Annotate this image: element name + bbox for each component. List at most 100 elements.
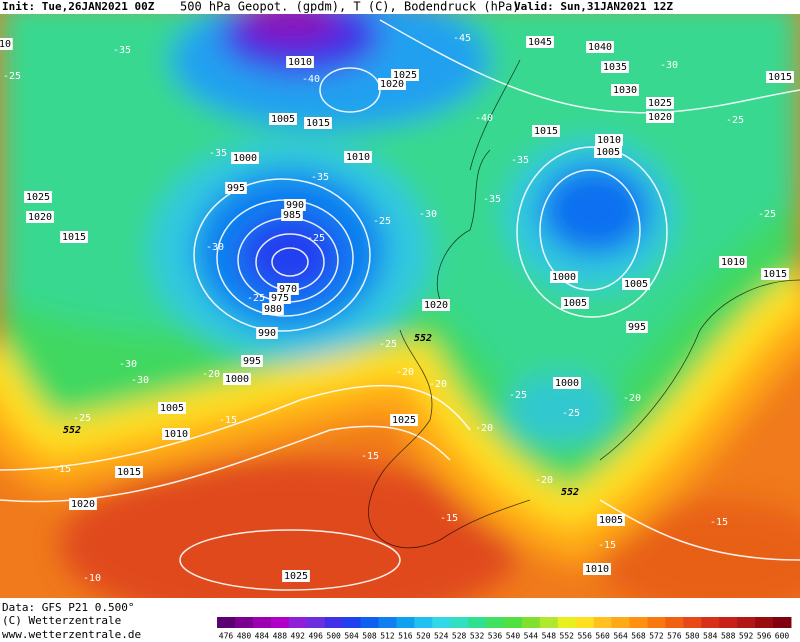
temperature-label: -45	[453, 33, 471, 44]
isobar-label: 1015	[763, 269, 787, 280]
isobar-label-box	[344, 151, 372, 163]
copyright: (C) Wetterzentrale	[2, 614, 121, 627]
isobar-label-box	[532, 125, 560, 137]
isobar-label: 1035	[603, 62, 627, 73]
temperature-label: -35	[113, 45, 131, 56]
isobar-label: 1015	[534, 126, 558, 137]
colorbar-label: 528	[452, 632, 467, 641]
isobar-label-box	[550, 271, 578, 283]
colorbar-swatch	[665, 617, 684, 628]
colorbar-swatch	[306, 617, 326, 628]
colorbar-swatch	[647, 617, 666, 628]
isobar-label-box	[269, 113, 297, 125]
temperature-label: -20	[396, 367, 414, 378]
contour-552-label: 552	[414, 333, 432, 344]
isobar-label-box	[162, 428, 190, 440]
temperature-label: -20	[475, 423, 493, 434]
colorbar-label: 540	[506, 632, 521, 641]
isobar-label: 1020	[424, 300, 448, 311]
colorbar-label: 504	[344, 632, 359, 641]
temperature-label: -35	[209, 148, 227, 159]
isobar-label-box	[223, 373, 251, 385]
colorbar-swatch	[683, 617, 702, 628]
temperature-label: -20	[429, 379, 447, 390]
isobar-label-box	[378, 78, 406, 90]
colorbar-swatch	[575, 617, 595, 628]
isobar-label-box	[422, 299, 450, 311]
temperature-label: -15	[219, 415, 237, 426]
colorbar-label: 508	[362, 632, 377, 641]
isobar-label-box	[24, 191, 52, 203]
temperature-label: -25	[373, 216, 391, 227]
isobar-label-box	[269, 292, 291, 304]
colorbar-label: 552	[560, 632, 575, 641]
isobar-label-box	[60, 231, 88, 243]
colorbar-label: 584	[703, 632, 718, 641]
colorbar-label: 532	[470, 632, 485, 641]
isobar-label-box	[601, 61, 629, 73]
isobar-label-box	[304, 117, 332, 129]
colorbar-label: 576	[667, 632, 682, 641]
colorbar-label: 592	[739, 632, 754, 641]
valid-time: Valid: Sun,31JAN2021 12Z	[514, 0, 673, 13]
temperature-label: -25	[3, 71, 21, 82]
temperature-label: -10	[83, 573, 101, 584]
isobar-label: 990	[258, 328, 276, 339]
isobar-label-box	[626, 321, 648, 333]
colorbar-swatch	[701, 617, 720, 628]
colorbar-label: 524	[434, 632, 449, 641]
isobar-label-box	[225, 182, 247, 194]
colorbar-swatch	[342, 617, 362, 628]
temperature-label: -25	[73, 413, 91, 424]
colorbar-label: 564	[613, 632, 628, 641]
isobar-label-box	[26, 211, 54, 223]
colorbar-label: 516	[398, 632, 413, 641]
isobar-label-box	[553, 377, 581, 389]
isobar-label: 1010	[164, 429, 188, 440]
colorbar-swatch	[234, 617, 254, 628]
colorbar-swatch	[504, 617, 523, 628]
isobar-label: 995	[243, 356, 261, 367]
temperature-label: -30	[206, 242, 224, 253]
isobar-label: 995	[227, 183, 245, 194]
isobar-label-box	[231, 152, 259, 164]
colorbar-swatch	[773, 617, 792, 628]
temperature-label: -15	[53, 464, 71, 475]
isobar-label-box	[611, 84, 639, 96]
temperature-label: -30	[419, 209, 437, 220]
isobar-label-box	[597, 514, 625, 526]
isobar-label: 1005	[596, 147, 620, 158]
isobar-label-box	[761, 268, 789, 280]
colorbar-swatch	[611, 617, 631, 628]
isobar-label: 1010	[585, 564, 609, 575]
colorbar-label: 536	[488, 632, 503, 641]
colorbar-label: 484	[255, 632, 270, 641]
colorbar-swatch	[288, 617, 308, 628]
colorbar-label: 572	[649, 632, 664, 641]
temperature-label: -15	[710, 517, 728, 528]
colorbar-swatch	[270, 617, 290, 628]
colorbar-swatch	[252, 617, 272, 628]
isobar-label: 1010	[346, 152, 370, 163]
temperature-label: -35	[311, 172, 329, 183]
isobar-label: 975	[271, 293, 289, 304]
data-source: Data: GFS P21 0.500°	[2, 601, 134, 614]
colorbar-swatch	[360, 617, 379, 628]
isobar-label-box	[390, 414, 418, 426]
temperature-label: -40	[475, 113, 493, 124]
isobar-label-box	[256, 327, 278, 339]
temperature-label: -15	[361, 451, 379, 462]
colorbar-swatch	[593, 617, 613, 628]
temperature-label: -25	[726, 115, 744, 126]
colorbar-label: 560	[595, 632, 610, 641]
isobar-label: 985	[283, 210, 301, 221]
colorbar-swatch	[557, 617, 577, 628]
isobar-label-box	[719, 256, 747, 268]
isobar-label: 1015	[768, 72, 792, 83]
isobar-label: 1015	[62, 232, 86, 243]
isobar-label: 1010	[597, 135, 621, 146]
isobar-label: 1020	[28, 212, 52, 223]
colorbar-swatch	[324, 617, 344, 628]
